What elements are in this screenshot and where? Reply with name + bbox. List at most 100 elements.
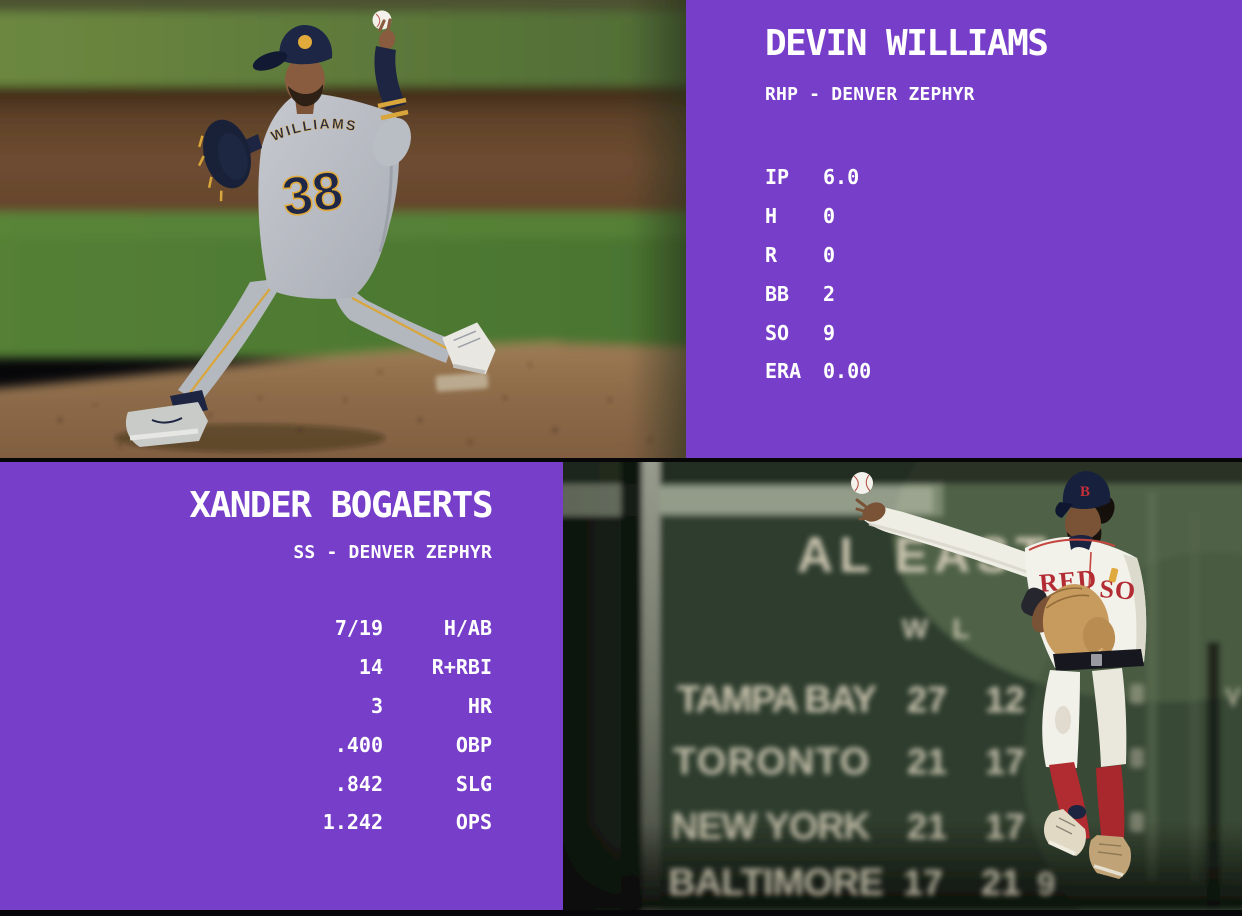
scoreboard-team: NEW YORK [671,806,872,848]
baseball-seams [853,474,871,492]
fielder-glove [1042,584,1116,664]
pant-dirt-smudge [1055,706,1071,734]
pitcher-jersey [258,92,400,299]
stat-row: SO 9 [765,313,871,352]
stat-value: 7/19 [334,616,383,641]
stat-label: R [765,242,778,267]
devin-williams-stats-panel: DEVIN WILLIAMS RHP - DENVER ZEPHYR IP 6.0… [686,0,1242,458]
stat-row: IP 6.0 [765,158,871,197]
pitcher-hand [378,30,396,50]
stat-row: ERA 0.00 [765,352,871,391]
stat-label: H [765,204,778,229]
stat-row: 7/19 H/AB [287,609,492,648]
fielder-right-sock [1096,765,1125,842]
stat-value: 3 [370,693,383,718]
stat-value: 0 [823,204,836,229]
pitcher-glove [197,119,251,202]
fielder-left-sock [1049,762,1090,843]
stat-label: BB [765,281,790,306]
scoreboard-wins: 17 [903,862,943,903]
photo-xander-bogaerts: AL EAST W L TAMPA BAY 27 12 TORONTO 21 1… [563,462,1242,910]
scoreboard-losses: 17 [985,806,1025,847]
fielder-figure: B RED SO [851,471,1147,879]
stat-value: .842 [334,771,383,796]
scoreboard-losses: 12 [985,679,1025,720]
fielder-fingers [855,498,871,521]
cap-brim [252,51,288,71]
pitcher-sleeve [374,46,406,110]
scoreboard-col-l: L [952,613,969,644]
stat-label: IP [765,165,790,190]
pitcher-rear-leg [330,272,454,363]
fielder-head [1065,502,1101,546]
shoe-sole [129,428,199,441]
stat-label: R+RBI [431,655,492,680]
stat-value: 0.00 [823,359,872,384]
foul-pole [642,462,660,910]
sleeve-stripe [380,109,409,121]
batting-stats-list: 7/19 H/AB 14 R+RBI 3 HR .400 OBP .842 SLG 1.2… [287,609,492,842]
stat-row: 3 HR [287,687,492,726]
stat-value: 0 [823,242,836,267]
scoreboard-losses: 17 [985,741,1025,782]
scoreboard-wins: 27 [907,679,947,720]
swoosh-icon [151,417,183,424]
fielder-cap [1062,471,1111,510]
stat-label: HR [467,693,492,718]
stat-label: SLG [455,771,492,796]
stat-value: 2 [823,281,836,306]
scoreboard-wins: 21 [907,806,947,847]
xander-bogaerts-stats-panel: XANDER BOGAERTS SS - DENVER ZEPHYR 7/19 H… [0,462,563,910]
wall-letter-mark [1225,687,1241,709]
pitcher-beard [288,84,324,107]
stat-row: .842 SLG [287,764,492,803]
pitcher-figure: WILLIAMS 38 [125,10,496,447]
stat-value: 6.0 [823,165,860,190]
glove-laces [197,135,223,202]
pant-stripe [351,297,451,351]
cap-brim [1055,502,1073,518]
pitcher-fingers [378,18,392,32]
cap-logo-icon [296,33,314,51]
glove-web-lines [1045,587,1090,609]
fielder-left-shoe [1043,805,1086,856]
shoulder-sleeve [373,117,411,167]
player-name: DEVIN WILLIAMS [765,23,1049,64]
fielder-photo-illustration: AL EAST W L TAMPA BAY 27 12 TORONTO 21 1… [563,462,1242,910]
gb-column-smudges [1130,684,1144,832]
fielder-right-shoe [1089,835,1131,879]
stat-label: H/AB [443,616,492,641]
stat-row: BB 2 [765,274,871,313]
belt-buckle [1091,654,1102,666]
stat-value: 9 [823,320,836,345]
scoreboard-extra: 9 [1037,865,1055,902]
scoreboard-col-w: W [902,613,929,644]
scoreboard-team: BALTIMORE [668,862,884,904]
cap-logo-b: B [1080,484,1090,500]
scoreboard-team: TORONTO [673,741,869,783]
stat-label: SO [765,320,790,345]
photo-devin-williams: WILLIAMS 38 [0,0,686,458]
stat-row: 1.242 OPS [287,803,492,842]
ribbon-icon [1108,567,1119,583]
stat-label: OPS [455,810,492,835]
stat-value: 14 [358,655,383,680]
player-position-team: SS - DENVER ZEPHYR [293,542,492,563]
pitcher-photo-illustration: WILLIAMS 38 [0,0,686,458]
baseball-seam [375,13,381,28]
jersey-shading [1123,554,1147,662]
stat-label: ERA [765,359,802,384]
pitching-rubber [435,372,489,392]
stat-value: 1.242 [322,810,383,835]
stat-row: 14 R+RBI [287,648,492,687]
player-position-team: RHP - DENVER ZEPHYR [765,84,975,105]
stat-row: .400 OBP [287,725,492,764]
pant-stripe [185,285,273,399]
pitcher-rear-shoe [442,322,496,375]
jersey-number-text: 38 [279,160,347,228]
player-name: XANDER BOGAERTS [189,485,493,526]
sleeve-stripe [377,97,407,109]
